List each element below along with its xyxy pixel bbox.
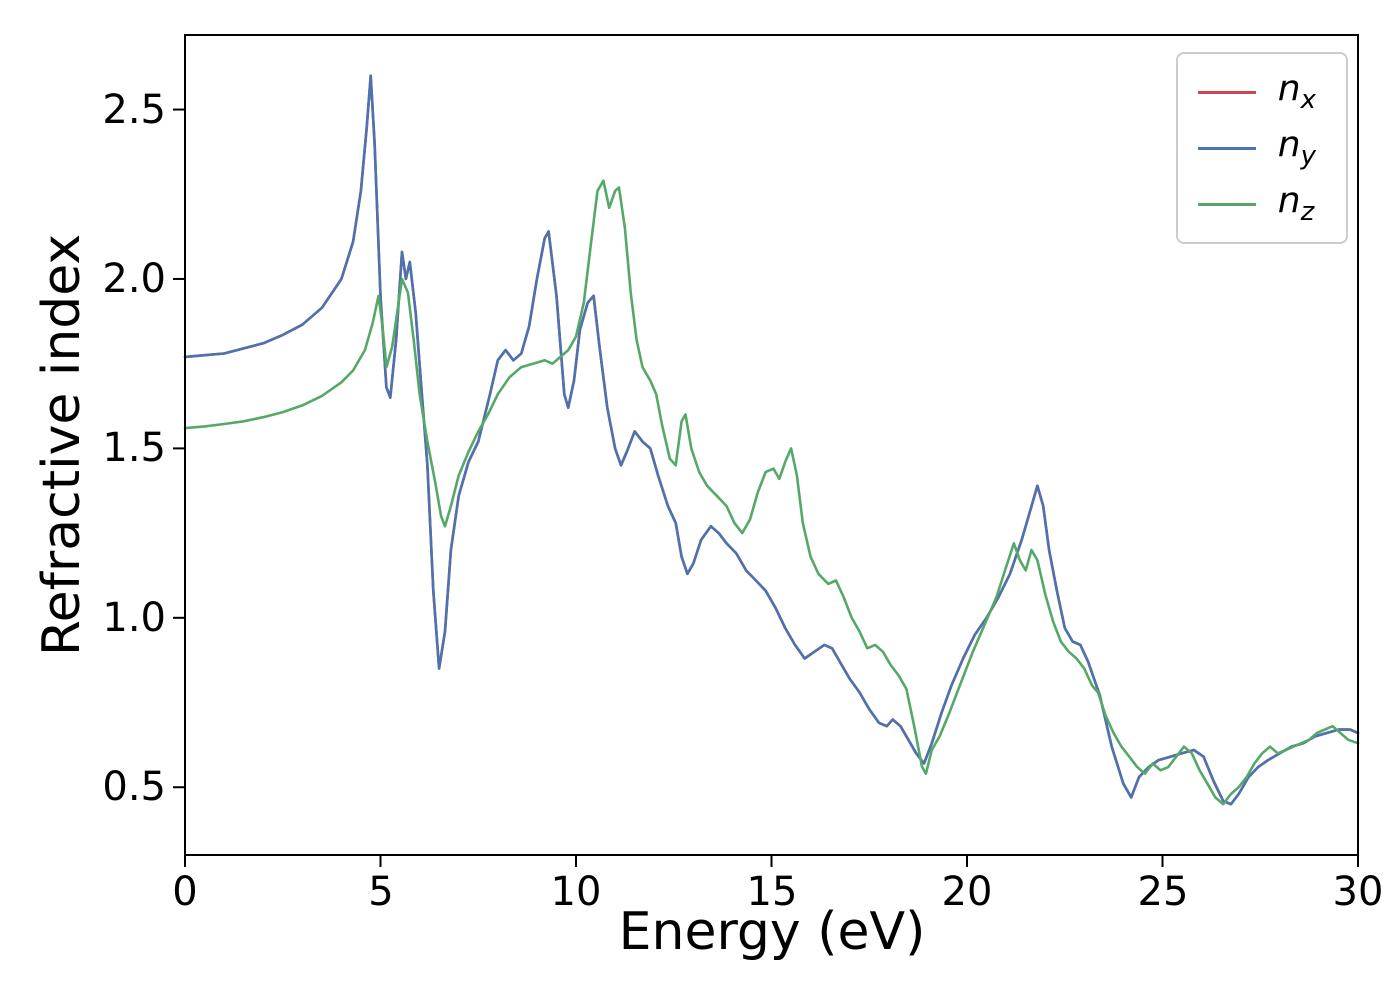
x-tick-label: 15: [746, 869, 798, 915]
y-tick-label: 1.0: [102, 595, 166, 641]
legend-label-nx: nx: [1277, 67, 1316, 116]
x-axis-label: Energy (eV): [618, 902, 926, 962]
series-n_y: [183, 74, 1360, 806]
legend-line-nz: [1197, 202, 1256, 206]
x-tick-label: 0: [172, 869, 198, 915]
y-tick-label: 0.5: [102, 764, 166, 810]
x-tick-label: 5: [368, 869, 394, 915]
x-tick-label: 10: [550, 869, 602, 915]
legend-line-nx: [1197, 90, 1256, 94]
x-tick-label: 20: [941, 869, 993, 915]
x-tick-label: 25: [1137, 869, 1189, 915]
legend-item-nx: nx: [1197, 67, 1316, 116]
x-tick-label: 30: [1332, 869, 1384, 915]
y-tick-label: 2.0: [102, 256, 166, 302]
y-tick-label: 2.5: [102, 87, 166, 133]
legend: nx ny nz: [1175, 52, 1348, 244]
legend-label-ny: ny: [1277, 123, 1316, 172]
legend-item-nz: nz: [1197, 179, 1316, 228]
legend-item-ny: ny: [1197, 123, 1316, 172]
legend-line-ny: [1197, 146, 1256, 150]
y-tick-label: 1.5: [102, 425, 166, 471]
series-n_z: [183, 179, 1360, 806]
legend-label-nz: nz: [1277, 179, 1315, 228]
